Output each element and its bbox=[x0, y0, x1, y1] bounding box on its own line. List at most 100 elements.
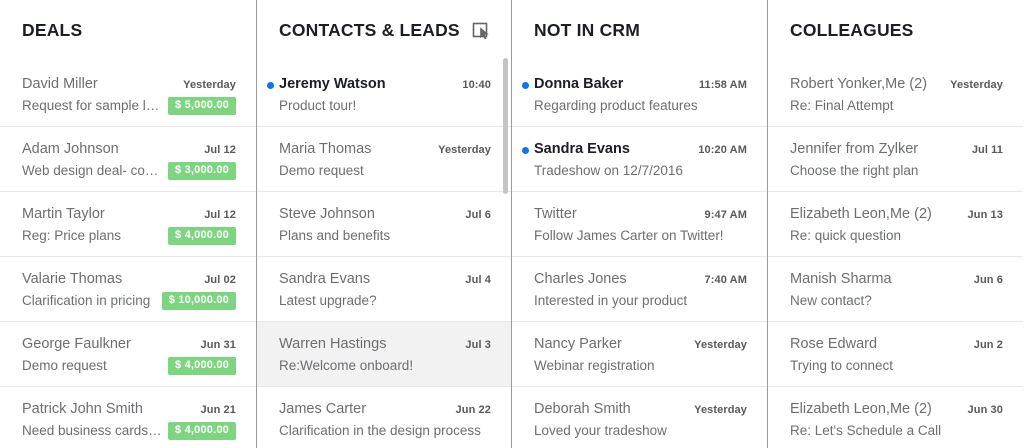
timestamp: Jul 02 bbox=[204, 274, 236, 286]
list-item[interactable]: Twitter 9:47 AM Follow James Carter on Twi… bbox=[512, 192, 767, 257]
list-item-top: Steve Johnson Jul 6 bbox=[279, 205, 491, 224]
deal-amount-badge: $ 5,000.00 bbox=[168, 97, 236, 115]
subject-line: Re: Final Attempt bbox=[790, 98, 894, 113]
subject-line: Re:Welcome onboard! bbox=[279, 358, 414, 373]
sender-name: Sandra Evans bbox=[279, 271, 371, 287]
sender-name: Donna Baker bbox=[534, 76, 624, 92]
list-item[interactable]: Rose Edward Jun 2 Trying to connect bbox=[768, 322, 1023, 387]
column-not-in-crm: NOT IN CRM Donna Baker 11:58 AM Regarding p… bbox=[511, 0, 767, 448]
subject-line: Need business cards desig... bbox=[22, 423, 162, 438]
list-item-top: Robert Yonker,Me (2) Yesterday bbox=[790, 75, 1003, 94]
list-item[interactable]: Manish Sharma Jun 6 New contact? bbox=[768, 257, 1023, 322]
column-title: DEALS bbox=[22, 20, 83, 41]
timestamp: Jul 12 bbox=[204, 144, 236, 156]
sender-name: Twitter bbox=[534, 206, 577, 222]
sender-name: David Miller bbox=[22, 76, 98, 92]
list-item[interactable]: Jeremy Watson 10:40 Product tour! bbox=[257, 62, 511, 127]
subject-line: Regarding product features bbox=[534, 98, 698, 113]
list-item[interactable]: Patrick John Smith Jun 21 Need business ca… bbox=[0, 387, 256, 448]
list-item-top: Jennifer from Zylker Jul 11 bbox=[790, 140, 1003, 159]
list-item[interactable]: Jennifer from Zylker Jul 11 Choose the rig… bbox=[768, 127, 1023, 192]
subject-line: Web design deal- confirmat... bbox=[22, 163, 162, 178]
timestamp: 7:40 AM bbox=[704, 274, 747, 286]
vertical-scrollbar[interactable] bbox=[503, 58, 508, 194]
list-item-bottom: Reg: Price plans $ 4,000.00 bbox=[22, 227, 236, 245]
timestamp: Jul 3 bbox=[465, 339, 491, 351]
list-item[interactable]: Elizabeth Leon,Me (2) Jun 30 Re: Let's Sch… bbox=[768, 387, 1023, 448]
list-item[interactable]: Nancy Parker Yesterday Webinar registratio… bbox=[512, 322, 767, 387]
unread-dot-icon bbox=[267, 82, 274, 89]
mail-list-contacts-leads: Jeremy Watson 10:40 Product tour! Maria Tho… bbox=[257, 62, 511, 448]
sender-name: George Faulkner bbox=[22, 336, 131, 352]
timestamp: 11:58 AM bbox=[698, 79, 747, 91]
subject-line: Re: Let's Schedule a Call bbox=[790, 423, 942, 438]
list-item-bottom: Interested in your product bbox=[534, 292, 747, 310]
timestamp: Jun 21 bbox=[200, 404, 236, 416]
subject-line: Follow James Carter on Twitter! bbox=[534, 228, 724, 243]
timestamp: Jun 13 bbox=[967, 209, 1003, 221]
timestamp: Yesterday bbox=[950, 79, 1003, 91]
list-item-bottom: Tradeshow on 12/7/2016 bbox=[534, 162, 747, 180]
list-item[interactable]: Robert Yonker,Me (2) Yesterday Re: Final A… bbox=[768, 62, 1023, 127]
sender-name: Jeremy Watson bbox=[279, 76, 386, 92]
list-item[interactable]: Martin Taylor Jul 12 Reg: Price plans $ 4,0… bbox=[0, 192, 256, 257]
subject-line: Clarification in the design process bbox=[279, 423, 481, 438]
list-item[interactable]: James Carter Jun 22 Clarification in the d… bbox=[257, 387, 511, 448]
column-title: COLLEAGUES bbox=[790, 20, 914, 41]
list-item[interactable]: Maria Thomas Yesterday Demo request bbox=[257, 127, 511, 192]
deal-amount-badge: $ 4,000.00 bbox=[168, 357, 236, 375]
column-title: NOT IN CRM bbox=[534, 20, 641, 41]
list-item[interactable]: Donna Baker 11:58 AM Regarding product fea… bbox=[512, 62, 767, 127]
subject-line: New contact? bbox=[790, 293, 872, 308]
list-item[interactable]: Adam Johnson Jul 12 Web design deal- confi… bbox=[0, 127, 256, 192]
unread-dot-icon bbox=[522, 82, 529, 89]
sender-name: Elizabeth Leon,Me (2) bbox=[790, 206, 932, 222]
deal-amount-badge: $ 3,000.00 bbox=[168, 162, 236, 180]
list-item[interactable]: Deborah Smith Yesterday Loved your tradesh… bbox=[512, 387, 767, 448]
subject-line: Demo request bbox=[279, 163, 364, 178]
list-item-bottom: Follow James Carter on Twitter! bbox=[534, 227, 747, 245]
list-item-top: Warren Hastings Jul 3 bbox=[279, 335, 491, 354]
subject-line: Interested in your product bbox=[534, 293, 688, 308]
list-item[interactable]: David Miller Yesterday Request for sample … bbox=[0, 62, 256, 127]
list-item-bottom: Webinar registration bbox=[534, 357, 747, 375]
list-item-bottom: Re: Let's Schedule a Call bbox=[790, 422, 1003, 440]
timestamp: 10:40 bbox=[462, 79, 491, 91]
timestamp: Yesterday bbox=[694, 339, 747, 351]
list-item-bottom: Re:Welcome onboard! bbox=[279, 357, 491, 375]
list-item-bottom: Web design deal- confirmat... $ 3,000.00 bbox=[22, 162, 236, 180]
sender-name: Patrick John Smith bbox=[22, 401, 143, 417]
list-item-bottom: Trying to connect bbox=[790, 357, 1003, 375]
timestamp: Jun 30 bbox=[967, 404, 1003, 416]
list-item-top: Martin Taylor Jul 12 bbox=[22, 205, 236, 224]
list-item-top: James Carter Jun 22 bbox=[279, 400, 491, 419]
sender-name: Elizabeth Leon,Me (2) bbox=[790, 401, 932, 417]
subject-line: Loved your tradeshow bbox=[534, 423, 667, 438]
cursor-select-icon[interactable] bbox=[471, 21, 491, 41]
list-item[interactable]: Sandra Evans Jul 4 Latest upgrade? bbox=[257, 257, 511, 322]
list-item[interactable]: Elizabeth Leon,Me (2) Jun 13 Re: quick que… bbox=[768, 192, 1023, 257]
list-item[interactable]: Sandra Evans 10:20 AM Tradeshow on 12/7/20… bbox=[512, 127, 767, 192]
list-item-bottom: Need business cards desig... $ 4,000.00 bbox=[22, 422, 236, 440]
column-header-deals: DEALS bbox=[0, 0, 256, 62]
list-item-top: Rose Edward Jun 2 bbox=[790, 335, 1003, 354]
timestamp: Yesterday bbox=[694, 404, 747, 416]
list-item[interactable]: George Faulkner Jun 31 Demo request $ 4,000… bbox=[0, 322, 256, 387]
deal-amount-badge: $ 4,000.00 bbox=[168, 422, 236, 440]
list-item-top: Patrick John Smith Jun 21 bbox=[22, 400, 236, 419]
list-item[interactable]: Steve Johnson Jul 6 Plans and benefits bbox=[257, 192, 511, 257]
mail-list-not-in-crm: Donna Baker 11:58 AM Regarding product fea… bbox=[512, 62, 767, 448]
sender-name: Robert Yonker,Me (2) bbox=[790, 76, 928, 92]
sender-name: Maria Thomas bbox=[279, 141, 372, 157]
subject-line: Clarification in pricing bbox=[22, 293, 151, 308]
column-contacts-leads: CONTACTS & LEADS Jeremy Watson 10:40 Produc… bbox=[256, 0, 511, 448]
list-item[interactable]: Charles Jones 7:40 AM Interested in your p… bbox=[512, 257, 767, 322]
column-title: CONTACTS & LEADS bbox=[279, 20, 460, 41]
sender-name: Jennifer from Zylker bbox=[790, 141, 919, 157]
list-item[interactable]: Valarie Thomas Jul 02 Clarification in pri… bbox=[0, 257, 256, 322]
deal-amount-badge: $ 4,000.00 bbox=[168, 227, 236, 245]
subject-line: Trying to connect bbox=[790, 358, 894, 373]
list-item-bottom: Clarification in pricing $ 10,000.00 bbox=[22, 292, 236, 310]
list-item[interactable]: Warren Hastings Jul 3 Re:Welcome onboard! bbox=[257, 322, 511, 387]
